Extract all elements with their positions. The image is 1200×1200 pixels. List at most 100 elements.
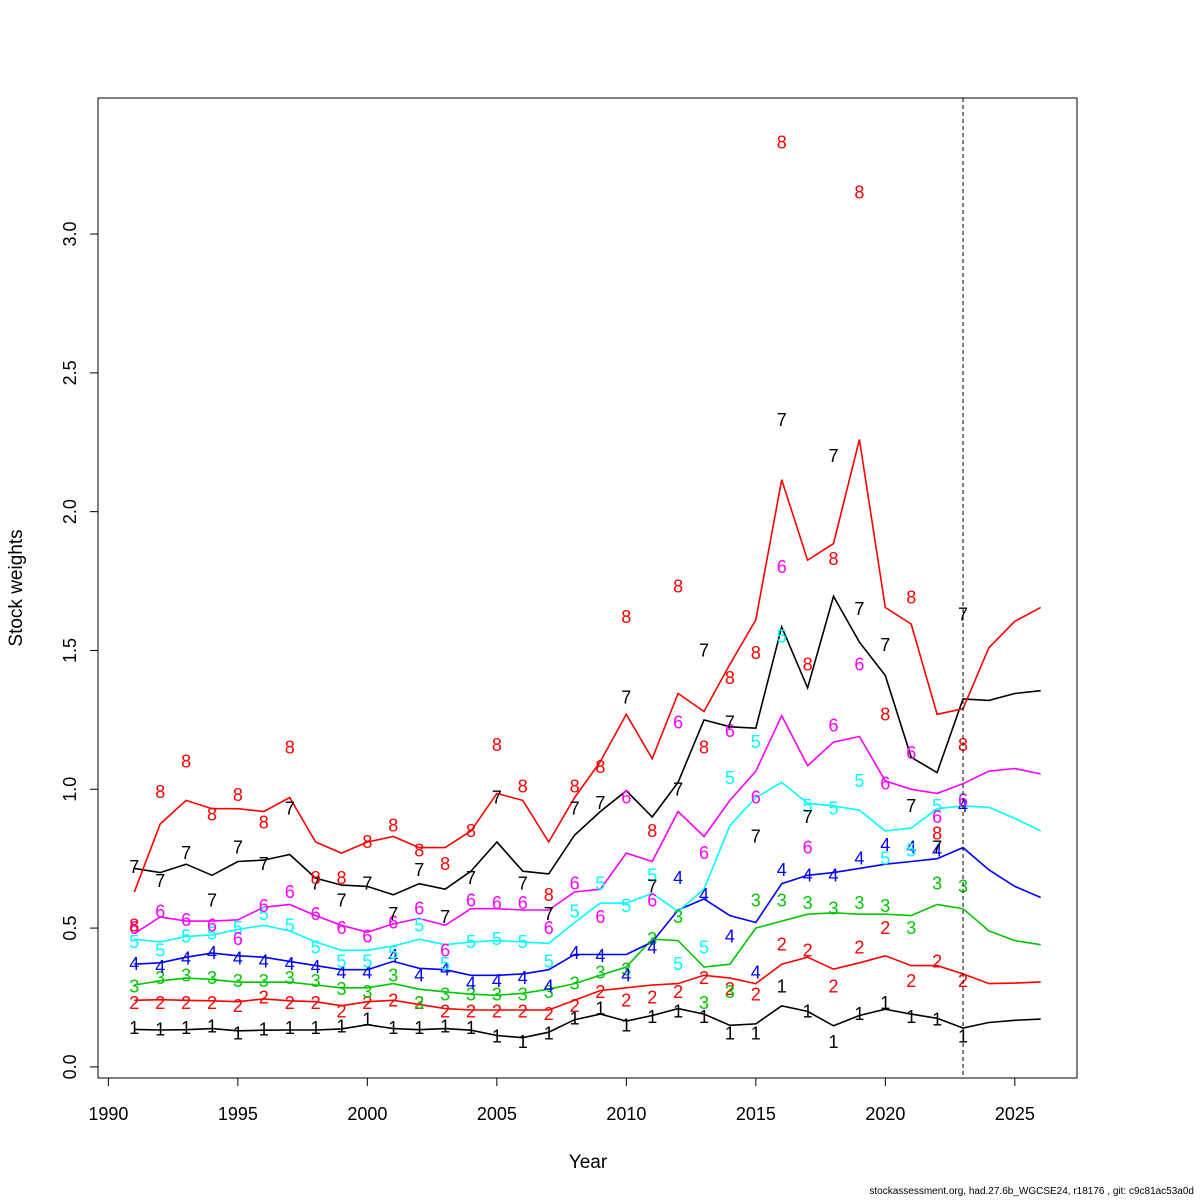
data-point-age-3: 3 (181, 965, 191, 985)
data-point-age-1: 1 (336, 1017, 346, 1037)
data-point-age-2: 2 (388, 990, 398, 1010)
data-point-age-5: 5 (155, 940, 165, 960)
series-line-age-7 (134, 594, 1041, 896)
data-point-age-2: 2 (906, 971, 916, 991)
data-point-age-2: 2 (803, 940, 813, 960)
y-tick-label: 2.5 (60, 360, 80, 385)
data-point-age-2: 2 (518, 1001, 528, 1021)
data-point-age-4: 4 (362, 963, 372, 983)
data-point-age-7: 7 (466, 868, 476, 888)
data-point-age-3: 3 (285, 968, 295, 988)
data-point-age-7: 7 (233, 838, 243, 858)
footer-credit: stockassessment.org, had.27.6b_WGCSE24, … (869, 1186, 1194, 1197)
data-point-age-2: 2 (854, 938, 864, 958)
data-point-age-5: 5 (828, 799, 838, 819)
data-point-age-7: 7 (854, 599, 864, 619)
data-point-age-2: 2 (155, 993, 165, 1013)
data-point-age-4: 4 (440, 960, 450, 980)
x-tick-label: 2015 (736, 1104, 776, 1124)
x-tick-label: 2025 (995, 1104, 1035, 1124)
data-point-age-3: 3 (751, 890, 761, 910)
data-point-age-1: 1 (570, 1008, 580, 1028)
data-point-age-3: 3 (129, 976, 139, 996)
data-point-age-6: 6 (285, 882, 295, 902)
data-point-age-7: 7 (932, 838, 942, 858)
data-point-age-5: 5 (311, 938, 321, 958)
data-point-age-3: 3 (466, 985, 476, 1005)
data-point-age-7: 7 (777, 410, 787, 430)
data-point-age-1: 1 (932, 1010, 942, 1030)
data-point-age-1: 1 (803, 1001, 813, 1021)
data-point-age-8: 8 (388, 815, 398, 835)
data-point-age-6: 6 (129, 918, 139, 938)
data-point-age-7: 7 (544, 904, 554, 924)
data-point-age-4: 4 (595, 946, 605, 966)
data-point-age-1: 1 (699, 1007, 709, 1027)
data-point-age-7: 7 (803, 807, 813, 827)
data-point-age-6: 6 (673, 713, 683, 733)
data-point-age-8: 8 (699, 738, 709, 758)
data-point-age-8: 8 (751, 643, 761, 663)
data-point-age-3: 3 (414, 993, 424, 1013)
data-point-age-7: 7 (673, 779, 683, 799)
data-point-age-1: 1 (647, 1007, 657, 1027)
data-point-age-5: 5 (647, 865, 657, 885)
data-point-age-2: 2 (414, 993, 424, 1013)
data-point-age-2: 2 (362, 993, 372, 1013)
x-tick-label: 1995 (218, 1104, 258, 1124)
data-point-age-3: 3 (673, 907, 683, 927)
data-point-age-5: 5 (544, 951, 554, 971)
data-point-age-4: 4 (388, 946, 398, 966)
x-tick-label: 2020 (865, 1104, 905, 1124)
plot-frame (97, 97, 1078, 1079)
data-point-age-4: 4 (285, 954, 295, 974)
data-point-age-6: 6 (647, 890, 657, 910)
data-point-age-1: 1 (259, 1019, 269, 1039)
data-point-age-6: 6 (181, 910, 191, 930)
data-point-age-8: 8 (285, 738, 295, 758)
data-point-age-3: 3 (544, 982, 554, 1002)
data-point-age-7: 7 (570, 799, 580, 819)
data-point-age-4: 4 (311, 957, 321, 977)
data-point-age-4: 4 (828, 865, 838, 885)
data-point-age-5: 5 (440, 954, 450, 974)
data-point-age-8: 8 (570, 777, 580, 797)
data-point-age-1: 1 (285, 1018, 295, 1038)
data-point-age-8: 8 (544, 885, 554, 905)
data-point-age-5: 5 (259, 904, 269, 924)
data-point-age-8: 8 (492, 735, 502, 755)
series-line-age-3 (134, 903, 1041, 997)
y-axis-title: Stock weights (6, 529, 27, 646)
data-point-age-5: 5 (880, 849, 890, 869)
data-point-age-7: 7 (621, 688, 631, 708)
data-point-age-5: 5 (621, 896, 631, 916)
data-point-age-2: 2 (285, 993, 295, 1013)
data-point-age-7: 7 (336, 890, 346, 910)
data-point-age-4: 4 (518, 968, 528, 988)
data-point-age-1: 1 (492, 1026, 502, 1046)
data-point-age-7: 7 (440, 907, 450, 927)
data-point-age-6: 6 (570, 874, 580, 894)
data-point-age-5: 5 (492, 929, 502, 949)
data-point-age-2: 2 (673, 982, 683, 1002)
data-point-age-7: 7 (595, 793, 605, 813)
data-point-age-7: 7 (906, 796, 916, 816)
data-point-age-4: 4 (259, 951, 269, 971)
data-point-age-3: 3 (492, 985, 502, 1005)
data-point-age-1: 1 (207, 1017, 217, 1037)
data-point-age-3: 3 (777, 890, 787, 910)
axes: 1990 1995 2000 2005 2010 2015 2020 2025 0.0 0.5 1.… (60, 222, 1035, 1124)
data-point-age-4: 4 (699, 885, 709, 905)
data-point-age-3: 3 (725, 982, 735, 1002)
data-point-age-1: 1 (828, 1032, 838, 1052)
data-point-age-6: 6 (518, 893, 528, 913)
data-point-age-1: 1 (751, 1024, 761, 1044)
data-point-age-5: 5 (414, 915, 424, 935)
data-point-age-4: 4 (129, 954, 139, 974)
data-point-age-6: 6 (362, 926, 372, 946)
data-point-age-2: 2 (181, 993, 191, 1013)
data-point-age-4: 4 (673, 868, 683, 888)
data-point-age-2: 2 (440, 1001, 450, 1021)
